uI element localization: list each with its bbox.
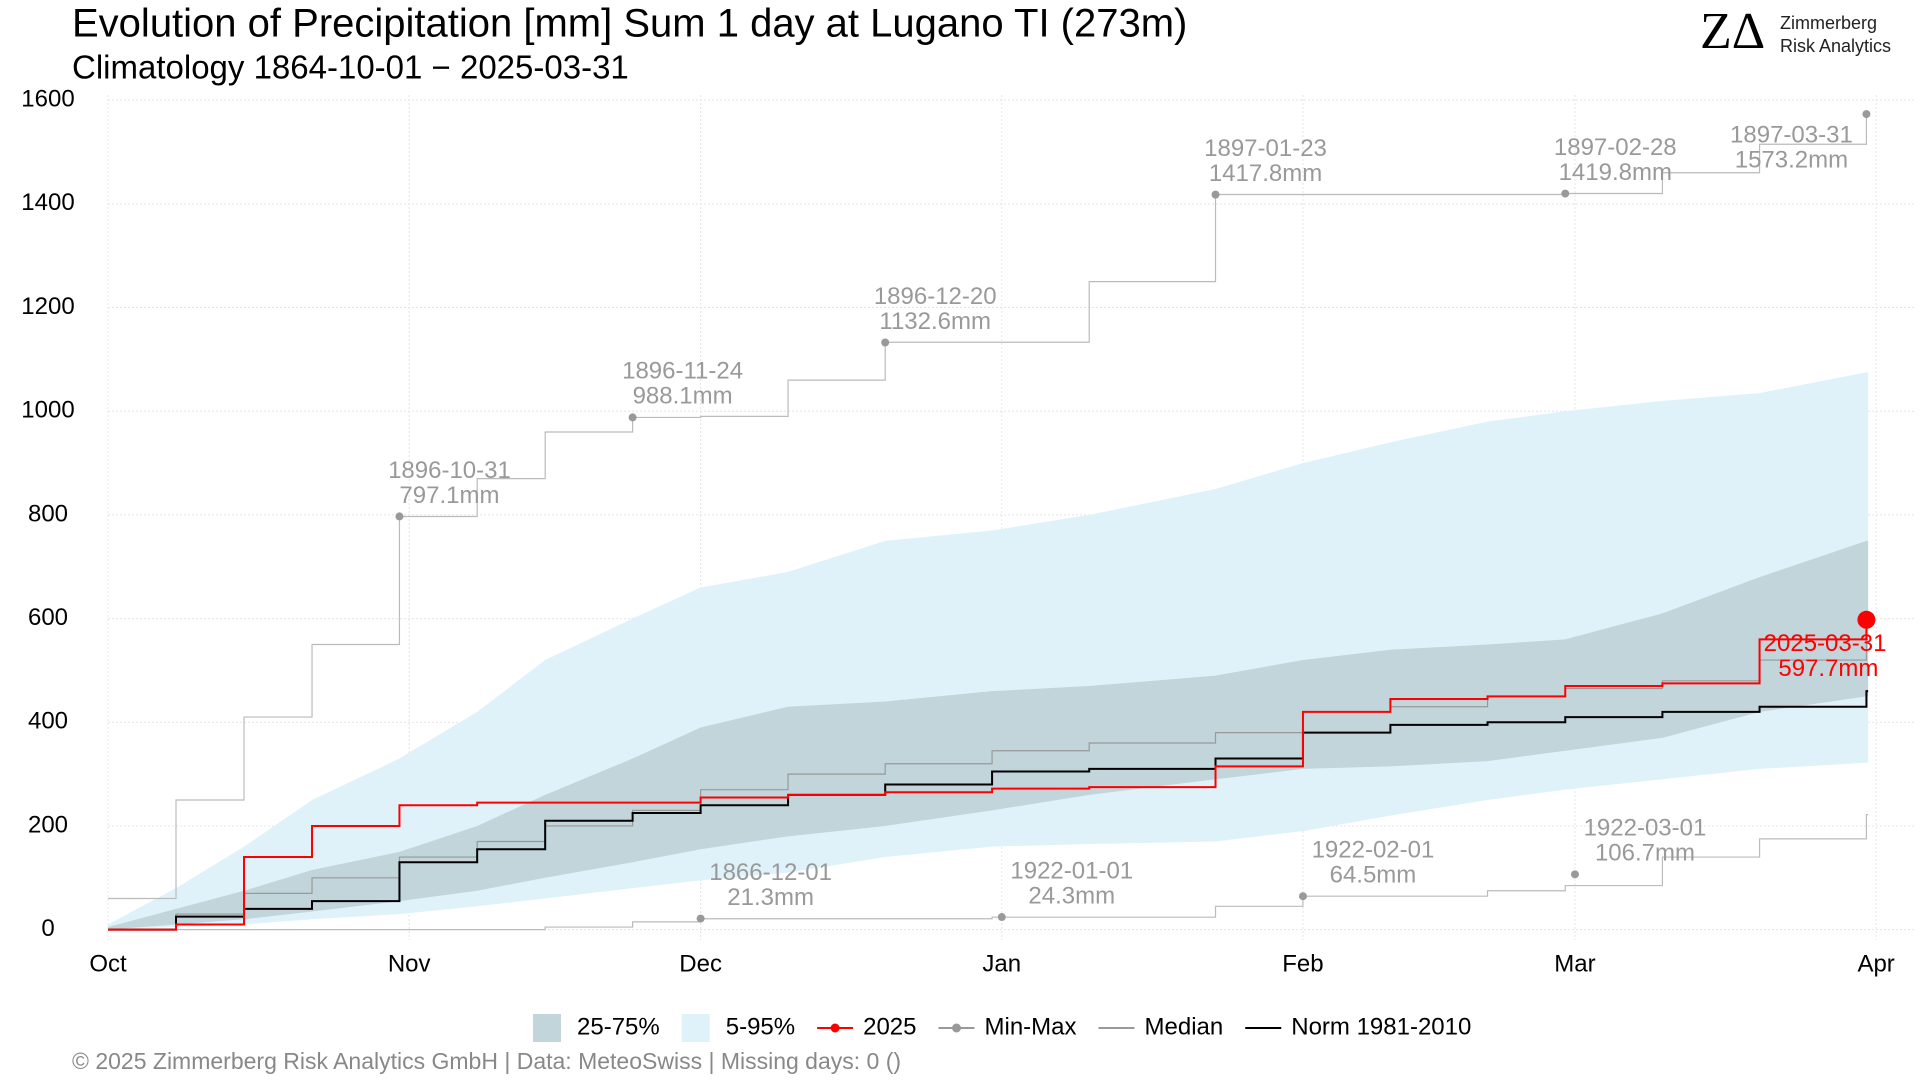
y-tick-label: 1200 [21,293,74,320]
annotation-point [395,512,404,521]
annotation-value: 797.1mm [399,482,499,509]
y-tick-label: 200 [28,811,68,838]
legend-swatch [681,1014,710,1042]
legend-label: 25-75% [577,1013,660,1040]
annotation-date: 1866-12-01 [709,859,832,886]
y-tick-label: 600 [28,604,68,631]
band [108,372,1869,930]
series-line [108,618,1869,931]
annotation-value: 21.3mm [727,884,814,911]
annotation-date: 1897-02-28 [1554,134,1677,161]
x-tick-label: Nov [388,950,431,977]
logo-text: Risk Analytics [1780,36,1891,56]
x-tick-label: Dec [679,950,722,977]
annotation-point [628,413,637,422]
x-tick-label: Oct [89,950,127,977]
annotation-value: 1417.8mm [1209,160,1322,187]
y-tick-label: 0 [41,915,54,942]
chart-title: Evolution of Precipitation [mm] Sum 1 da… [72,2,1187,46]
y-tick-label: 800 [28,500,68,527]
x-tick-label: Jan [982,950,1021,977]
annotation-date: 1922-03-01 [1584,815,1707,842]
legend-label: Median [1145,1013,1224,1040]
legend-swatch [952,1023,961,1033]
legend-label: 2025 [863,1013,916,1040]
annotation-date: 1896-10-31 [388,457,511,484]
logo-text: Zimmerberg [1780,13,1877,33]
annotation-point [1570,870,1579,879]
legend-swatch [533,1014,561,1042]
x-tick-label: Apr [1857,950,1894,977]
annotation-date: 1896-12-20 [874,283,997,310]
series-line [108,113,1869,900]
annotation-date: 1922-02-01 [1312,837,1435,864]
annotation-point [696,914,705,923]
annotation-value: 1573.2mm [1735,146,1848,173]
current-point [1857,610,1876,629]
y-tick-label: 1600 [21,86,74,113]
annotation-point [1561,189,1570,198]
annotation-date: 1922-01-01 [1010,857,1133,884]
current-value: 597.7mm [1778,655,1878,682]
y-tick-label: 1400 [21,189,74,216]
annotation-date: 1897-03-31 [1730,121,1853,148]
annotation-value: 24.3mm [1028,882,1115,909]
annotation-point [1298,892,1307,901]
legend-swatch [830,1023,840,1033]
x-tick-label: Feb [1282,950,1323,977]
legend-label: 5-95% [726,1013,795,1040]
annotation-value: 1132.6mm [879,308,991,335]
annotation-point [1211,190,1220,199]
annotation-point [881,338,890,347]
annotation-point [997,913,1006,922]
series-line [108,638,1869,931]
annotation-value: 1419.8mm [1559,159,1672,186]
current-date: 2025-03-31 [1764,630,1887,657]
x-tick-label: Mar [1554,950,1595,977]
footer: © 2025 Zimmerberg Risk Analytics GmbH | … [72,1048,901,1074]
legend-label: Norm 1981-2010 [1291,1013,1471,1040]
annotation-value: 988.1mm [633,383,733,410]
annotation-date: 1897-01-23 [1204,135,1327,162]
band [108,540,1869,930]
annotation-date: 1896-11-24 [622,358,743,385]
y-tick-label: 400 [28,708,68,735]
logo-mark: ZΔ [1700,3,1765,60]
annotation-value: 64.5mm [1330,862,1417,889]
y-tick-label: 1000 [21,397,74,424]
annotation-point [1862,110,1871,119]
series-line [108,813,1869,931]
series-line [108,690,1869,931]
chart-subtitle: Climatology 1864-10-01 − 2025-03-31 [72,49,629,86]
legend-label: Min-Max [985,1013,1077,1040]
annotation-value: 106.7mm [1595,840,1695,867]
